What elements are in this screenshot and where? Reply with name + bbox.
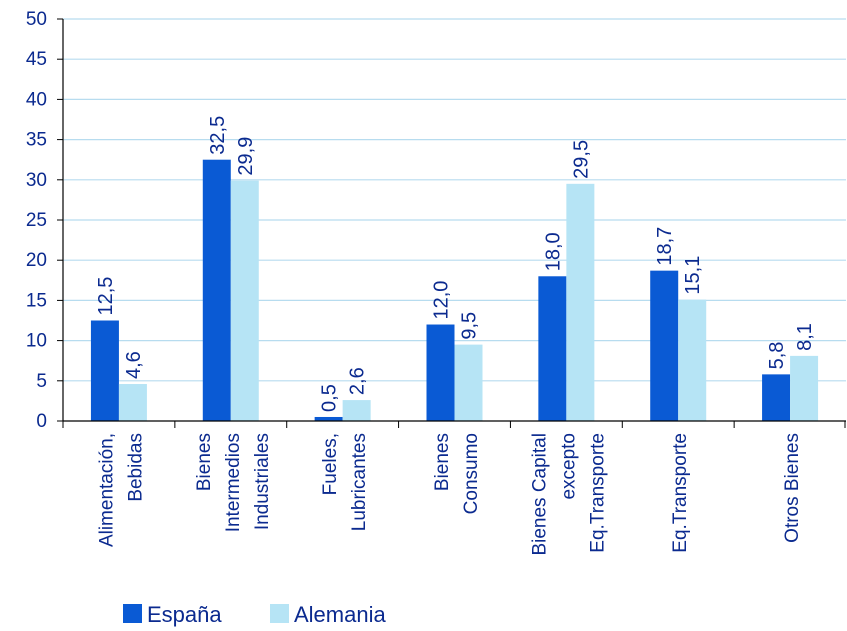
data-label: 5,8	[766, 342, 788, 370]
legend-label-alemania: Alemania	[294, 602, 386, 627]
x-tick-label: Bebidas	[125, 433, 146, 502]
y-tick-label: 50	[26, 9, 47, 30]
x-tick-label: Otros Bienes	[782, 433, 803, 543]
y-tick-label: 35	[26, 130, 47, 151]
data-label: 0,5	[319, 384, 341, 412]
bar-alemania	[566, 183, 595, 421]
x-tick-label: Bienes	[194, 433, 215, 491]
x-tick-label: Lubricantes	[349, 433, 370, 531]
data-label: 12,5	[95, 277, 117, 316]
data-label: 18,0	[542, 232, 564, 271]
y-tick-label: 25	[26, 210, 47, 231]
bar-espana	[762, 374, 791, 421]
legend-swatch-alemania	[270, 604, 289, 623]
data-label: 15,1	[682, 256, 704, 295]
data-label: 18,7	[654, 227, 676, 266]
y-tick-label: 10	[26, 331, 47, 352]
x-tick-label: Industriales	[252, 433, 273, 530]
x-tick-label: Bienes	[432, 433, 453, 491]
legend-label-espana: España	[147, 602, 222, 627]
data-label: 29,9	[235, 137, 257, 176]
bar-espana	[314, 416, 343, 421]
data-label: 8,1	[794, 323, 816, 351]
bar-espana	[90, 320, 119, 421]
y-tick-label: 5	[36, 371, 47, 392]
bar-alemania	[678, 299, 707, 421]
data-label: 12,0	[431, 281, 453, 320]
y-tick-label: 45	[26, 49, 47, 70]
y-tick-label: 15	[26, 290, 47, 311]
bar-alemania	[342, 400, 371, 421]
bar-espana	[426, 324, 455, 421]
x-tick-label: Bienes Capital	[529, 433, 550, 556]
y-tick-label: 20	[26, 250, 47, 271]
bar-espana	[202, 159, 231, 421]
y-tick-label: 0	[36, 411, 47, 432]
legend-swatch-espana	[123, 604, 142, 623]
bar-espana	[538, 276, 567, 421]
data-label: 32,5	[207, 116, 229, 155]
x-tick-label: Intermedios	[223, 433, 244, 532]
x-tick-label: excepto	[558, 433, 579, 500]
data-label: 2,6	[347, 367, 369, 395]
bar-alemania	[230, 180, 259, 421]
bar-alemania	[454, 344, 483, 421]
y-tick-label: 40	[26, 89, 47, 110]
x-tick-label: Consumo	[461, 433, 482, 514]
x-tick-label: Alimentación,	[96, 433, 117, 547]
data-label: 9,5	[459, 312, 481, 340]
x-tick-label: Fueles,	[320, 433, 341, 495]
bar-alemania	[790, 355, 819, 421]
bar-espana	[650, 270, 679, 421]
data-label: 4,6	[123, 351, 145, 379]
y-tick-label: 30	[26, 170, 47, 191]
bar-alemania	[118, 384, 147, 421]
data-label: 29,5	[570, 140, 592, 179]
x-tick-label: Eq.Transporte	[587, 433, 608, 553]
x-tick-label: Eq.Transporte	[670, 433, 691, 553]
